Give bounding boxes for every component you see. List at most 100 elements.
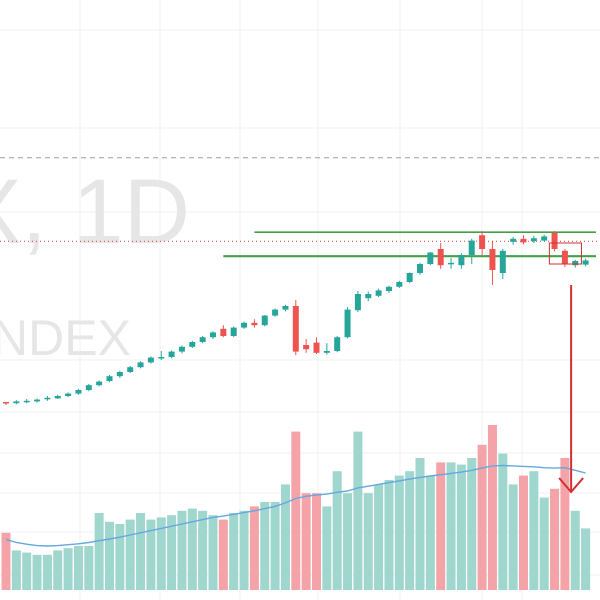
volume-bar [249,506,259,590]
volume-bar [374,484,384,590]
volume-bar [198,510,208,590]
annotations [548,242,584,494]
candle-body [261,315,268,326]
volume-bar [187,508,197,590]
candle-body [303,345,310,350]
candle-body [158,357,165,359]
volume-bar [218,519,228,590]
candle-body [137,362,144,368]
volume-bar [42,554,52,590]
volume-bar [280,484,290,590]
candle-body [323,351,330,353]
candle-body [365,294,372,299]
volume-bar [322,506,332,590]
volume-bar [177,510,187,590]
watermark-subtitle: NDEX [0,310,131,366]
candle-body [437,249,444,266]
candle-body [313,342,320,353]
candle-body [127,367,134,372]
candle-body [354,294,361,311]
candle-body [44,397,51,400]
volume-bar [343,493,353,590]
watermark: X, 1D NDEX [0,161,190,366]
candle-body [13,401,20,404]
candle-body [375,290,382,296]
candle-body [499,250,506,273]
horizontal-lines [0,157,600,258]
candle-body [479,235,486,249]
candle-body [344,309,351,338]
volume-bar [508,484,518,590]
candle-body [489,249,496,270]
volume-bar [415,458,425,590]
volume-bar [156,517,166,590]
volume-bar [519,475,528,590]
candle-body [272,309,279,316]
volume-bar [229,513,239,590]
candle-body [147,357,154,363]
candlesticks [3,231,589,405]
candle-body [85,385,92,390]
candle-body [220,328,227,336]
candle-body [168,351,175,357]
candle-body [282,306,289,310]
candle-body [65,393,72,396]
candle-body [178,346,185,352]
candle-body [406,273,413,282]
candle-body [458,255,465,266]
candle-body [54,396,61,399]
volume-bar [332,471,342,590]
volume-bar [384,480,394,590]
candle-body [230,327,237,336]
candle-body [210,332,216,338]
volume-bar [405,471,415,590]
candle-body [541,236,548,241]
volume-bar [550,488,560,590]
candle-body [448,262,455,265]
volume-bar [208,515,218,590]
candle-body [75,390,82,394]
candle-body [572,261,579,266]
candle-body [561,250,568,264]
candle-body [385,286,392,291]
volume-bar [353,431,363,590]
candle-body [468,240,475,255]
candle-body [34,399,41,402]
candle-body [251,322,258,326]
volume-bar [394,475,404,590]
watermark-title: X, 1D [0,161,190,263]
candle-body [551,232,558,249]
volume-bar [239,510,249,590]
volume-bar [32,554,42,590]
volume-bar [167,515,177,590]
volume-moving-average [5,464,586,547]
candle-body [396,282,403,287]
volume-bar [363,493,373,590]
volume-ma-line [5,464,586,547]
volume-bar [477,444,487,590]
candle-body [96,381,103,386]
volume-bar [487,425,497,590]
candle-body [241,322,248,328]
candle-body [334,337,341,351]
volume-bar [136,513,146,590]
volume-bars [1,425,591,590]
volume-bar [301,493,311,590]
candle-body [427,252,434,264]
volume-bar [115,524,125,590]
volume-bar [53,550,63,590]
volume-bar [581,528,591,590]
volume-bar [446,462,456,590]
volume-bar [22,552,32,590]
candle-body [189,342,196,347]
volume-bar [467,458,477,590]
candle-body [530,238,537,242]
volume-bar [456,464,466,590]
volume-bar [146,519,156,590]
volume-bar [560,458,570,590]
volume-bar [498,453,508,590]
volume-bar [539,497,549,590]
volume-bar [73,546,83,590]
volume-bar [105,521,114,590]
